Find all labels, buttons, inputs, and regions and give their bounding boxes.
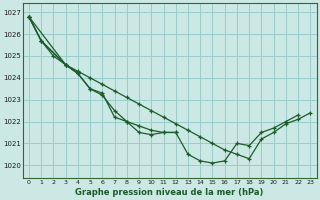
X-axis label: Graphe pression niveau de la mer (hPa): Graphe pression niveau de la mer (hPa) — [76, 188, 264, 197]
